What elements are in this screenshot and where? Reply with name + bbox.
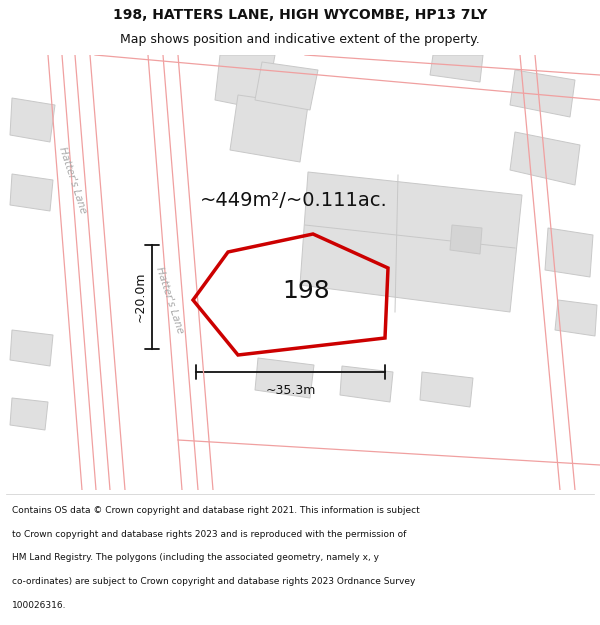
Polygon shape bbox=[10, 98, 55, 142]
Text: Map shows position and indicative extent of the property.: Map shows position and indicative extent… bbox=[120, 33, 480, 46]
Polygon shape bbox=[300, 172, 522, 312]
Text: 198: 198 bbox=[282, 279, 330, 303]
Text: 198, HATTERS LANE, HIGH WYCOMBE, HP13 7LY: 198, HATTERS LANE, HIGH WYCOMBE, HP13 7L… bbox=[113, 8, 487, 22]
Polygon shape bbox=[545, 228, 593, 277]
Polygon shape bbox=[10, 330, 53, 366]
Polygon shape bbox=[255, 358, 314, 398]
Text: Hatter's Lane: Hatter's Lane bbox=[154, 266, 185, 334]
Text: ~20.0m: ~20.0m bbox=[134, 272, 147, 322]
Polygon shape bbox=[510, 132, 580, 185]
Polygon shape bbox=[10, 398, 48, 430]
Polygon shape bbox=[255, 62, 318, 110]
Text: ~449m²/~0.111ac.: ~449m²/~0.111ac. bbox=[200, 191, 388, 209]
Polygon shape bbox=[555, 300, 597, 336]
Text: ~35.3m: ~35.3m bbox=[265, 384, 316, 397]
Text: Contains OS data © Crown copyright and database right 2021. This information is : Contains OS data © Crown copyright and d… bbox=[12, 506, 420, 515]
Text: to Crown copyright and database rights 2023 and is reproduced with the permissio: to Crown copyright and database rights 2… bbox=[12, 530, 406, 539]
Polygon shape bbox=[450, 225, 482, 254]
Text: Hatter's Lane: Hatter's Lane bbox=[58, 146, 89, 214]
Polygon shape bbox=[215, 55, 275, 110]
Text: co-ordinates) are subject to Crown copyright and database rights 2023 Ordnance S: co-ordinates) are subject to Crown copyr… bbox=[12, 577, 415, 586]
Text: 100026316.: 100026316. bbox=[12, 601, 67, 610]
Polygon shape bbox=[10, 174, 53, 211]
Polygon shape bbox=[420, 372, 473, 407]
Polygon shape bbox=[510, 70, 575, 117]
Polygon shape bbox=[340, 366, 393, 402]
Polygon shape bbox=[230, 95, 308, 162]
Text: HM Land Registry. The polygons (including the associated geometry, namely x, y: HM Land Registry. The polygons (includin… bbox=[12, 554, 379, 562]
Polygon shape bbox=[430, 55, 483, 82]
